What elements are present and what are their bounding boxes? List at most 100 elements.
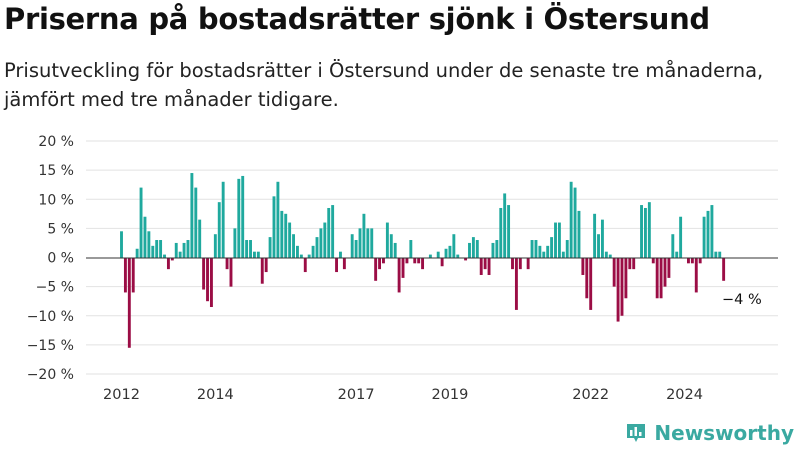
bar [370,228,374,258]
bar [468,242,471,258]
bar [600,219,604,258]
y-tick-label: 10 % [38,192,74,208]
bar [213,234,217,258]
bar [382,257,385,264]
bar [718,251,722,258]
bar [428,254,432,258]
bar-chart-logo-icon [627,424,646,442]
bar [499,207,503,258]
bar [557,222,561,258]
bar [573,187,577,258]
bar [475,240,479,258]
bar [710,205,714,258]
bar [120,231,123,258]
y-tick-label: 5 % [47,221,74,237]
bar [221,181,225,258]
bar [694,257,698,293]
bar [229,257,233,287]
bar [655,257,659,299]
bar [245,240,249,258]
bar [507,205,511,258]
bar [632,257,636,270]
bar [589,257,593,310]
bar [135,248,139,258]
bar [147,231,151,258]
bar [327,207,331,258]
brand-name: Newsworthy [654,421,794,445]
bar [538,245,542,258]
bar [405,257,409,264]
bar [331,205,335,258]
bar [366,228,370,258]
bar [690,257,694,264]
bar [663,257,667,287]
bar [123,257,127,293]
bar [170,257,174,261]
bar [722,257,726,281]
bar [597,234,600,258]
bar [198,219,202,258]
bar [487,257,491,275]
x-tick-label: 2014 [197,387,234,403]
bar [593,213,597,258]
bar [675,251,679,258]
y-tick-label: −5 % [36,280,74,296]
bar [389,234,393,258]
bar [624,257,628,299]
bar [249,240,252,258]
bar [526,257,530,270]
bar [393,242,397,258]
bar [417,257,421,264]
bar [581,257,585,275]
bar [252,251,256,258]
bar [651,257,655,264]
bar [292,234,295,258]
bar [206,257,209,302]
bar [182,242,186,258]
bar [550,237,554,258]
bar [163,254,166,258]
x-tick-label: 2019 [431,387,468,403]
bar [534,240,538,258]
bar [174,242,178,258]
bar [323,222,327,258]
bar [131,257,135,293]
bar [256,251,260,258]
bar [620,257,624,316]
grid-layer: 20 % 15 % 10 % 5 % 0 % −5 % −10 % −15 % −20 % [27,134,778,383]
bar [452,234,456,258]
bar [667,257,671,278]
bar [362,213,366,258]
bar [483,257,487,270]
bar [186,240,190,258]
bar [628,257,632,270]
bar [209,257,213,308]
bar [714,251,718,258]
bar [385,222,389,258]
bar [604,251,608,258]
bar [608,254,612,258]
bar [151,245,155,258]
bar [546,245,550,258]
bar [166,257,170,270]
bar [706,210,710,258]
bar [585,257,589,299]
bar [464,257,468,261]
bar [401,257,405,278]
bar [260,257,264,284]
bar [495,240,499,258]
bar [225,257,229,270]
y-tick-label: 0 % [47,251,74,267]
bar [194,187,198,258]
bar [514,257,518,310]
bar [276,181,280,258]
bar [491,242,495,258]
bar [542,251,546,258]
bar [659,257,663,299]
bar [577,210,581,258]
bar [409,240,413,258]
bars-layer [120,173,726,348]
x-tick-label: 2022 [572,387,609,403]
bar [315,237,319,258]
chart-title: Priserna på bostadsrätter sjönk i Östers… [4,2,710,36]
